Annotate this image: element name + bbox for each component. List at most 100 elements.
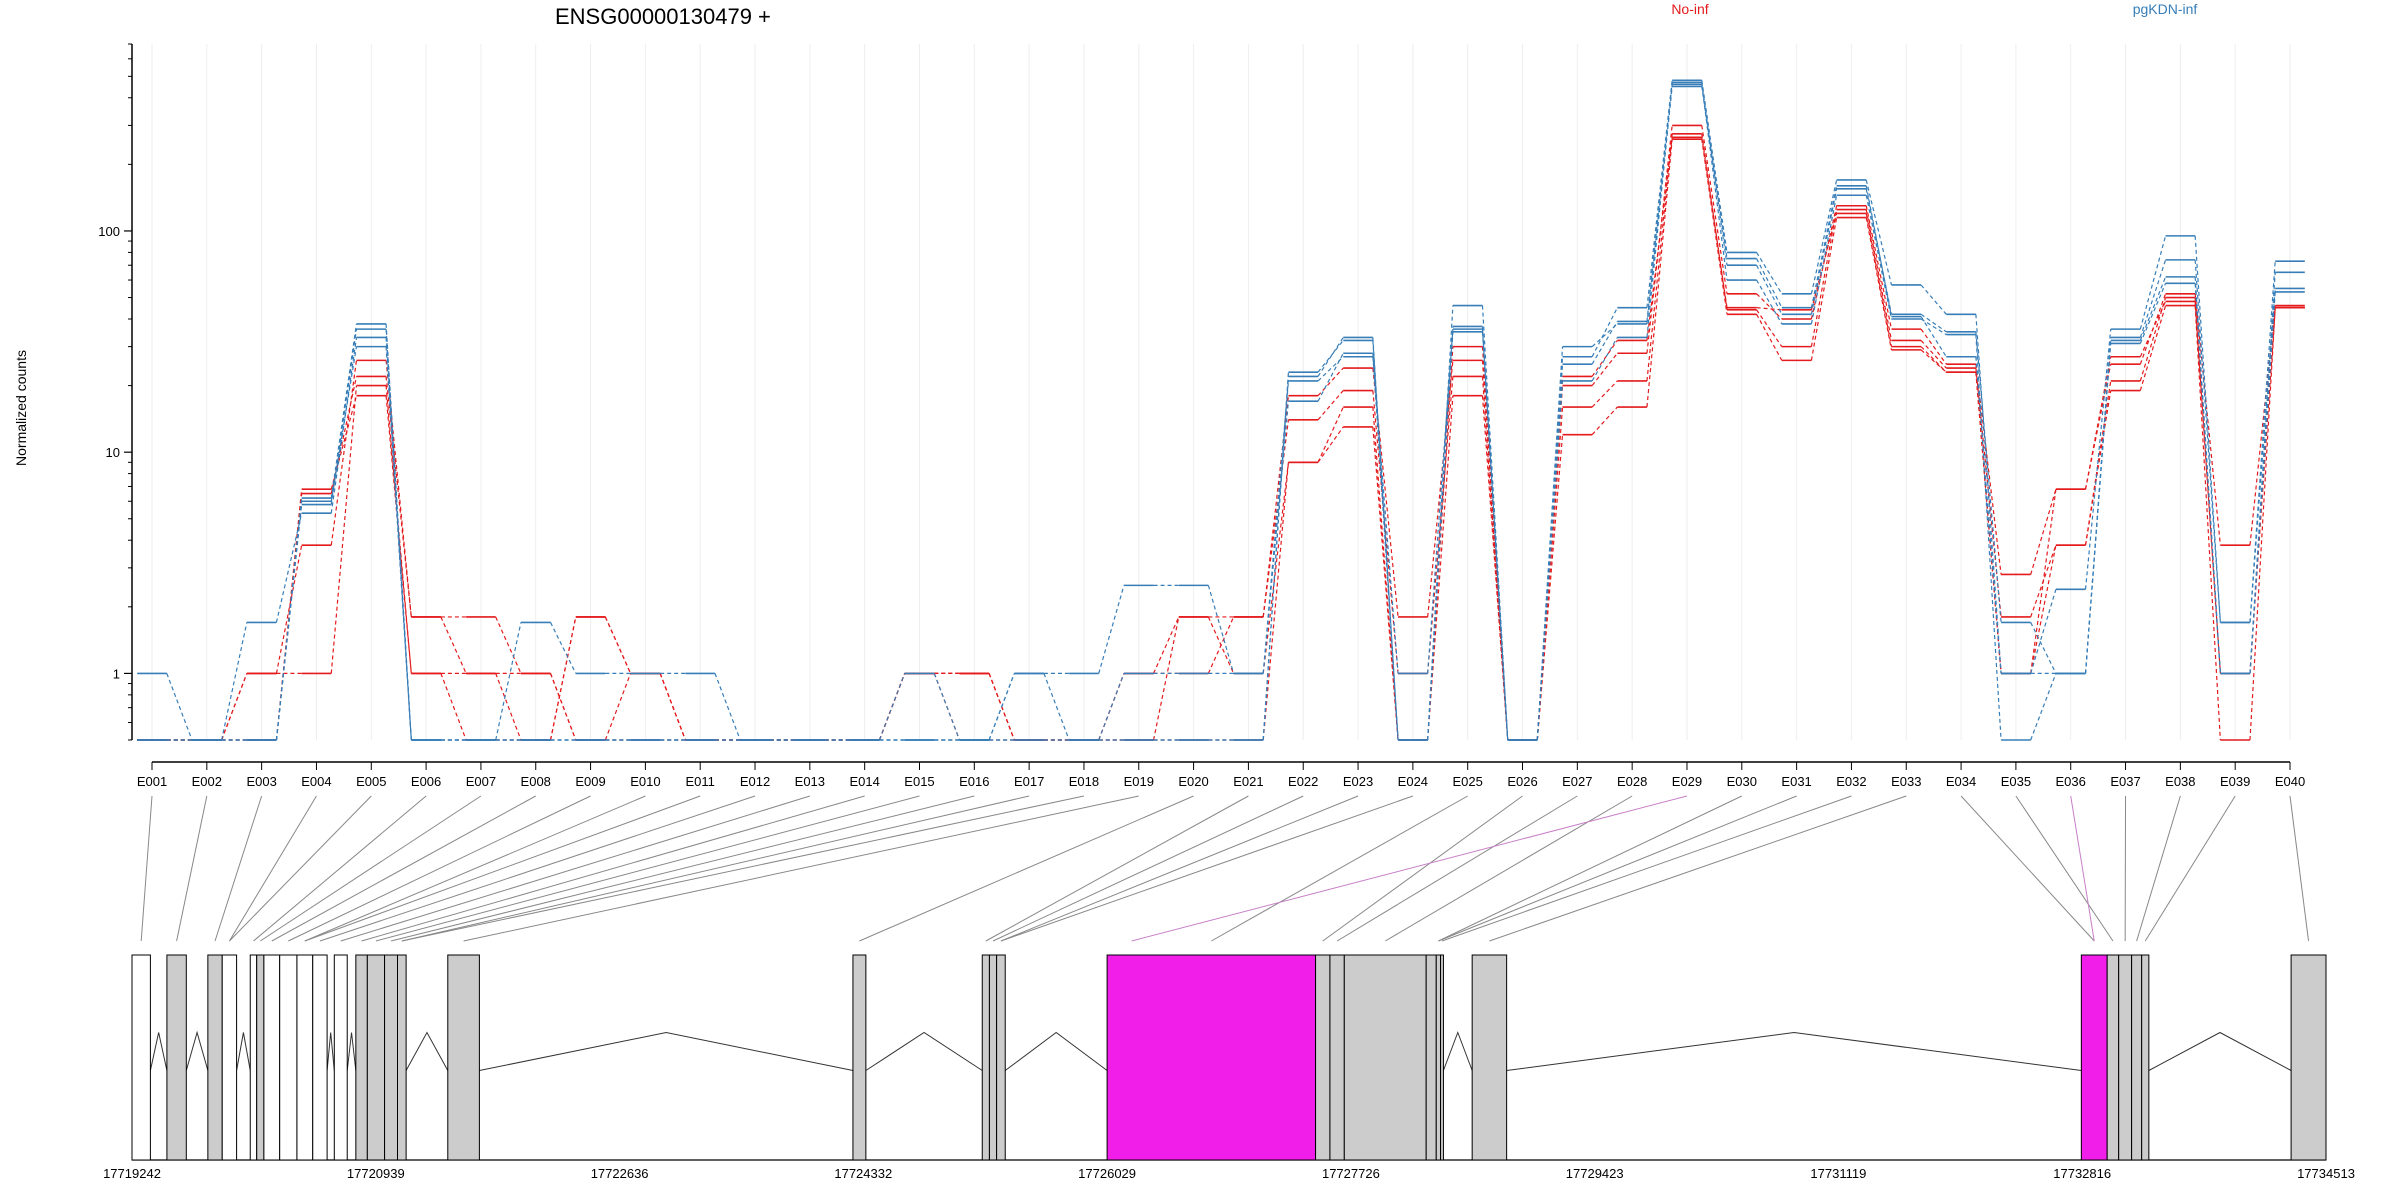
exon-29: [2080, 954, 2108, 1161]
connector: [1427, 326, 1454, 741]
connector: [385, 346, 412, 741]
connector-e001: [140, 795, 153, 942]
connector-e020: [859, 795, 1194, 942]
connector-e011: [304, 795, 701, 942]
connector: [1920, 318, 1947, 336]
connector: [1481, 331, 1509, 741]
connector: [1701, 125, 1728, 294]
connector-e024: [1000, 795, 1414, 942]
connector: [1427, 305, 1454, 741]
legend-no-inf: No-inf: [1671, 1, 1708, 17]
connector-e033: [1489, 795, 1907, 942]
x-tick-label-e005: E005: [356, 774, 386, 789]
connector: [495, 622, 522, 741]
exon-25: [1425, 954, 1437, 1161]
connector: [2084, 329, 2112, 590]
connector: [550, 622, 577, 674]
connector: [2139, 301, 2167, 358]
connector: [604, 616, 632, 674]
connector-e008: [271, 795, 536, 942]
connector: [714, 673, 741, 741]
connector: [1975, 314, 2002, 674]
connector: [1701, 133, 1728, 310]
connector: [2139, 283, 2167, 344]
x-tick-label-e006: E006: [411, 774, 441, 789]
connector-e029: [1131, 795, 1688, 942]
connector: [1646, 86, 1673, 324]
exon-17: [852, 954, 867, 1161]
connector: [1646, 137, 1673, 341]
connector: [1317, 337, 1344, 377]
connector: [495, 616, 522, 674]
connector: [1810, 209, 1838, 347]
exon-13: [366, 954, 386, 1161]
coord-label-8: 17732816: [2053, 1166, 2111, 1181]
connector-e005: [229, 795, 372, 942]
series-no-inf-0: [137, 138, 2305, 741]
connector-e016: [390, 795, 975, 942]
connector: [1591, 321, 1618, 365]
connector: [2249, 272, 2276, 674]
exon-4: [221, 954, 238, 1161]
gene-model: 17719242 17720939 17722636 17724332 17726029…: [103, 954, 2355, 1181]
connector: [659, 673, 686, 741]
coord-label-6: 17729423: [1566, 1166, 1624, 1181]
x-tick-label-e020: E020: [1178, 774, 1208, 789]
exon-31: [2118, 954, 2133, 1161]
connector-e010: [304, 795, 646, 942]
x-tick-label-e036: E036: [2056, 774, 2086, 789]
x-tick-label-e027: E027: [1562, 774, 1592, 789]
connector: [1207, 616, 1235, 674]
connector: [1920, 346, 1947, 373]
connector: [933, 673, 961, 741]
connector: [2194, 276, 2221, 674]
coord-label-2: 17722636: [591, 1166, 649, 1181]
connector-e027: [1336, 795, 1578, 942]
exon-7: [263, 954, 281, 1161]
x-tick-label-e017: E017: [1014, 774, 1044, 789]
connector: [2194, 235, 2221, 623]
x-tick-label-e034: E034: [1946, 774, 1976, 789]
connector: [1591, 307, 1618, 358]
x-tick-label-e010: E010: [630, 774, 660, 789]
connector-e038: [2136, 795, 2181, 942]
x-tick-label-e028: E028: [1617, 774, 1647, 789]
intron: [326, 1032, 335, 1071]
exon-6: [256, 954, 265, 1161]
exon-19: [988, 954, 998, 1161]
connector: [385, 395, 412, 674]
x-tick-label-e004: E004: [301, 774, 331, 789]
exon-32: [2131, 954, 2143, 1161]
connector: [1756, 264, 1783, 315]
connector: [1372, 337, 1399, 741]
connector: [2030, 545, 2057, 674]
connector: [1920, 313, 1947, 333]
x-tick-label-e002: E002: [192, 774, 222, 789]
exon-21: [1106, 954, 1317, 1161]
connector: [1920, 284, 1947, 315]
connector: [2194, 301, 2221, 674]
exon-8: [279, 954, 298, 1161]
connector: [1975, 372, 2002, 674]
connector: [330, 376, 358, 494]
connector: [2249, 305, 2276, 546]
connector: [1865, 205, 1893, 330]
axes: 1 10 100 E001 E002 E003 E004 E005 E006 E007 E008 E0…: [98, 43, 2305, 789]
exon-16: [447, 954, 480, 1161]
legend-pgkdn-inf: pgKDN-inf: [2133, 1, 2198, 17]
connector: [2139, 305, 2167, 391]
connector: [1810, 188, 1838, 315]
connector: [1865, 209, 1893, 341]
connector: [2030, 673, 2057, 741]
connector: [1756, 252, 1783, 295]
connector: [1153, 616, 1180, 674]
connector: [1975, 334, 2002, 741]
intron: [479, 1031, 854, 1071]
connector: [2084, 340, 2112, 674]
connector: [1262, 401, 1290, 674]
x-tick-label-e023: E023: [1343, 774, 1373, 789]
intron: [405, 1031, 449, 1071]
connector: [1865, 179, 1893, 286]
x-tick-label-e007: E007: [466, 774, 496, 789]
connector: [1098, 673, 1125, 741]
